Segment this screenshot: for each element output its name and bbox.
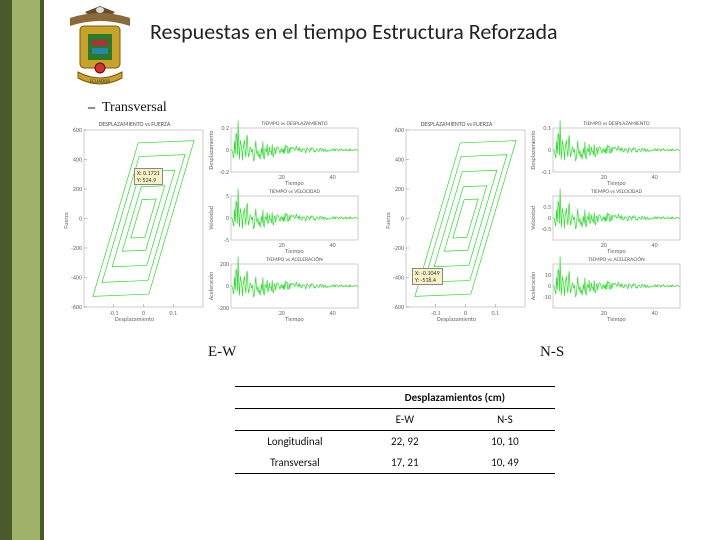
svg-text:20: 20	[279, 309, 285, 317]
svg-text:40: 40	[652, 173, 658, 181]
label-ns: N-S	[540, 344, 564, 361]
svg-text:0: 0	[226, 146, 229, 154]
svg-text:Desplazamiento: Desplazamiento	[115, 315, 154, 323]
svg-text:20: 20	[601, 173, 607, 181]
svg-text:0.5: 0.5	[543, 203, 551, 211]
svg-text:-10: -10	[543, 293, 551, 301]
svg-text:TIEMPO vs DESPLAZAMIENTO: TIEMPO vs DESPLAZAMIENTO	[261, 121, 327, 127]
svg-text:0: 0	[548, 146, 551, 154]
svg-text:TIEMPO vs VELOCIDAD: TIEMPO vs VELOCIDAD	[591, 189, 642, 195]
svg-text:20: 20	[601, 309, 607, 317]
svg-text:0: 0	[79, 215, 82, 223]
chart-group-ew: DESPLAZAMIENTO vs FUERZA-600-400-2000200…	[62, 118, 362, 323]
svg-text:Tiempo: Tiempo	[607, 179, 625, 186]
svg-text:Fuerza: Fuerza	[62, 212, 70, 228]
svg-text:-0.2: -0.2	[220, 168, 229, 176]
svg-text:Tiempo: Tiempo	[607, 247, 625, 254]
svg-text:-600: -600	[71, 303, 82, 311]
svg-text:400: 400	[395, 156, 404, 164]
svg-text:TIEMPO vs DESPLAZAMIENTO: TIEMPO vs DESPLAZAMIENTO	[583, 121, 649, 127]
svg-text:5: 5	[226, 192, 229, 200]
svg-text:20: 20	[601, 241, 607, 249]
svg-text:Desplazamiento: Desplazamiento	[207, 131, 215, 170]
chart-group-ns: DESPLAZAMIENTO vs FUERZA-600-400-2000200…	[384, 118, 684, 323]
svg-text:40: 40	[330, 309, 336, 317]
svg-text:-0.1: -0.1	[542, 168, 551, 176]
svg-text:Aceleración: Aceleración	[207, 272, 215, 300]
svg-text:400: 400	[73, 156, 82, 164]
svg-text:0: 0	[548, 282, 551, 290]
svg-text:ECUADOR: ECUADOR	[90, 79, 110, 85]
svg-text:-200: -200	[71, 244, 82, 252]
svg-text:600: 600	[395, 126, 404, 134]
svg-text:0.1: 0.1	[491, 309, 499, 317]
svg-text:0.2: 0.2	[221, 124, 229, 132]
svg-text:40: 40	[652, 309, 658, 317]
sidebar-decoration	[0, 0, 44, 540]
svg-text:10: 10	[545, 271, 551, 279]
svg-text:Desplazamiento: Desplazamiento	[437, 315, 476, 323]
label-ew: E-W	[208, 344, 236, 361]
svg-text:200: 200	[220, 260, 229, 268]
svg-text:0.1: 0.1	[169, 309, 177, 317]
svg-text:-400: -400	[393, 274, 404, 282]
svg-text:0: 0	[226, 214, 229, 222]
svg-text:TIEMPO vs ACELERACIÓN: TIEMPO vs ACELERACIÓN	[588, 256, 645, 263]
chart-area: DESPLAZAMIENTO vs FUERZA-600-400-2000200…	[62, 118, 702, 328]
svg-text:0: 0	[226, 282, 229, 290]
svg-text:40: 40	[330, 173, 336, 181]
svg-text:Velocidad: Velocidad	[207, 206, 215, 230]
svg-text:20: 20	[279, 173, 285, 181]
svg-text:Tiempo: Tiempo	[285, 179, 303, 186]
svg-text:0.1: 0.1	[543, 124, 551, 132]
svg-text:0: 0	[548, 214, 551, 222]
svg-text:200: 200	[395, 185, 404, 193]
svg-text:20: 20	[279, 241, 285, 249]
svg-text:Aceleración: Aceleración	[529, 272, 537, 300]
svg-text:40: 40	[652, 241, 658, 249]
svg-text:600: 600	[73, 126, 82, 134]
displacement-table: Desplazamientos (cm) E-WN-S Longitudinal…	[235, 386, 555, 474]
svg-text:40: 40	[330, 241, 336, 249]
svg-text:TIEMPO vs ACELERACIÓN: TIEMPO vs ACELERACIÓN	[266, 256, 323, 263]
svg-text:-600: -600	[393, 303, 404, 311]
svg-text:0: 0	[401, 215, 404, 223]
svg-text:Tiempo: Tiempo	[285, 247, 303, 254]
svg-text:-200: -200	[218, 304, 229, 312]
svg-text:Fuerza: Fuerza	[384, 212, 392, 228]
svg-text:Desplazamiento: Desplazamiento	[529, 131, 537, 170]
page-title: Respuestas en el tiempo Estructura Refor…	[150, 18, 700, 45]
svg-text:-200: -200	[393, 244, 404, 252]
svg-text:DESPLAZAMIENTO vs FUERZA: DESPLAZAMIENTO vs FUERZA	[421, 120, 493, 128]
svg-text:DESPLAZAMIENTO vs FUERZA: DESPLAZAMIENTO vs FUERZA	[99, 120, 171, 128]
subtitle: – Transversal	[88, 100, 167, 116]
svg-text:-0.5: -0.5	[542, 225, 551, 233]
university-crest: ECUADOR	[60, 4, 140, 92]
svg-text:-5: -5	[224, 236, 229, 244]
svg-text:Velocidad: Velocidad	[529, 206, 537, 230]
svg-text:Tiempo: Tiempo	[607, 315, 625, 322]
svg-text:-400: -400	[71, 274, 82, 282]
svg-text:200: 200	[73, 185, 82, 193]
svg-text:Tiempo: Tiempo	[285, 315, 303, 322]
svg-text:TIEMPO vs VELOCIDAD: TIEMPO vs VELOCIDAD	[269, 189, 320, 195]
